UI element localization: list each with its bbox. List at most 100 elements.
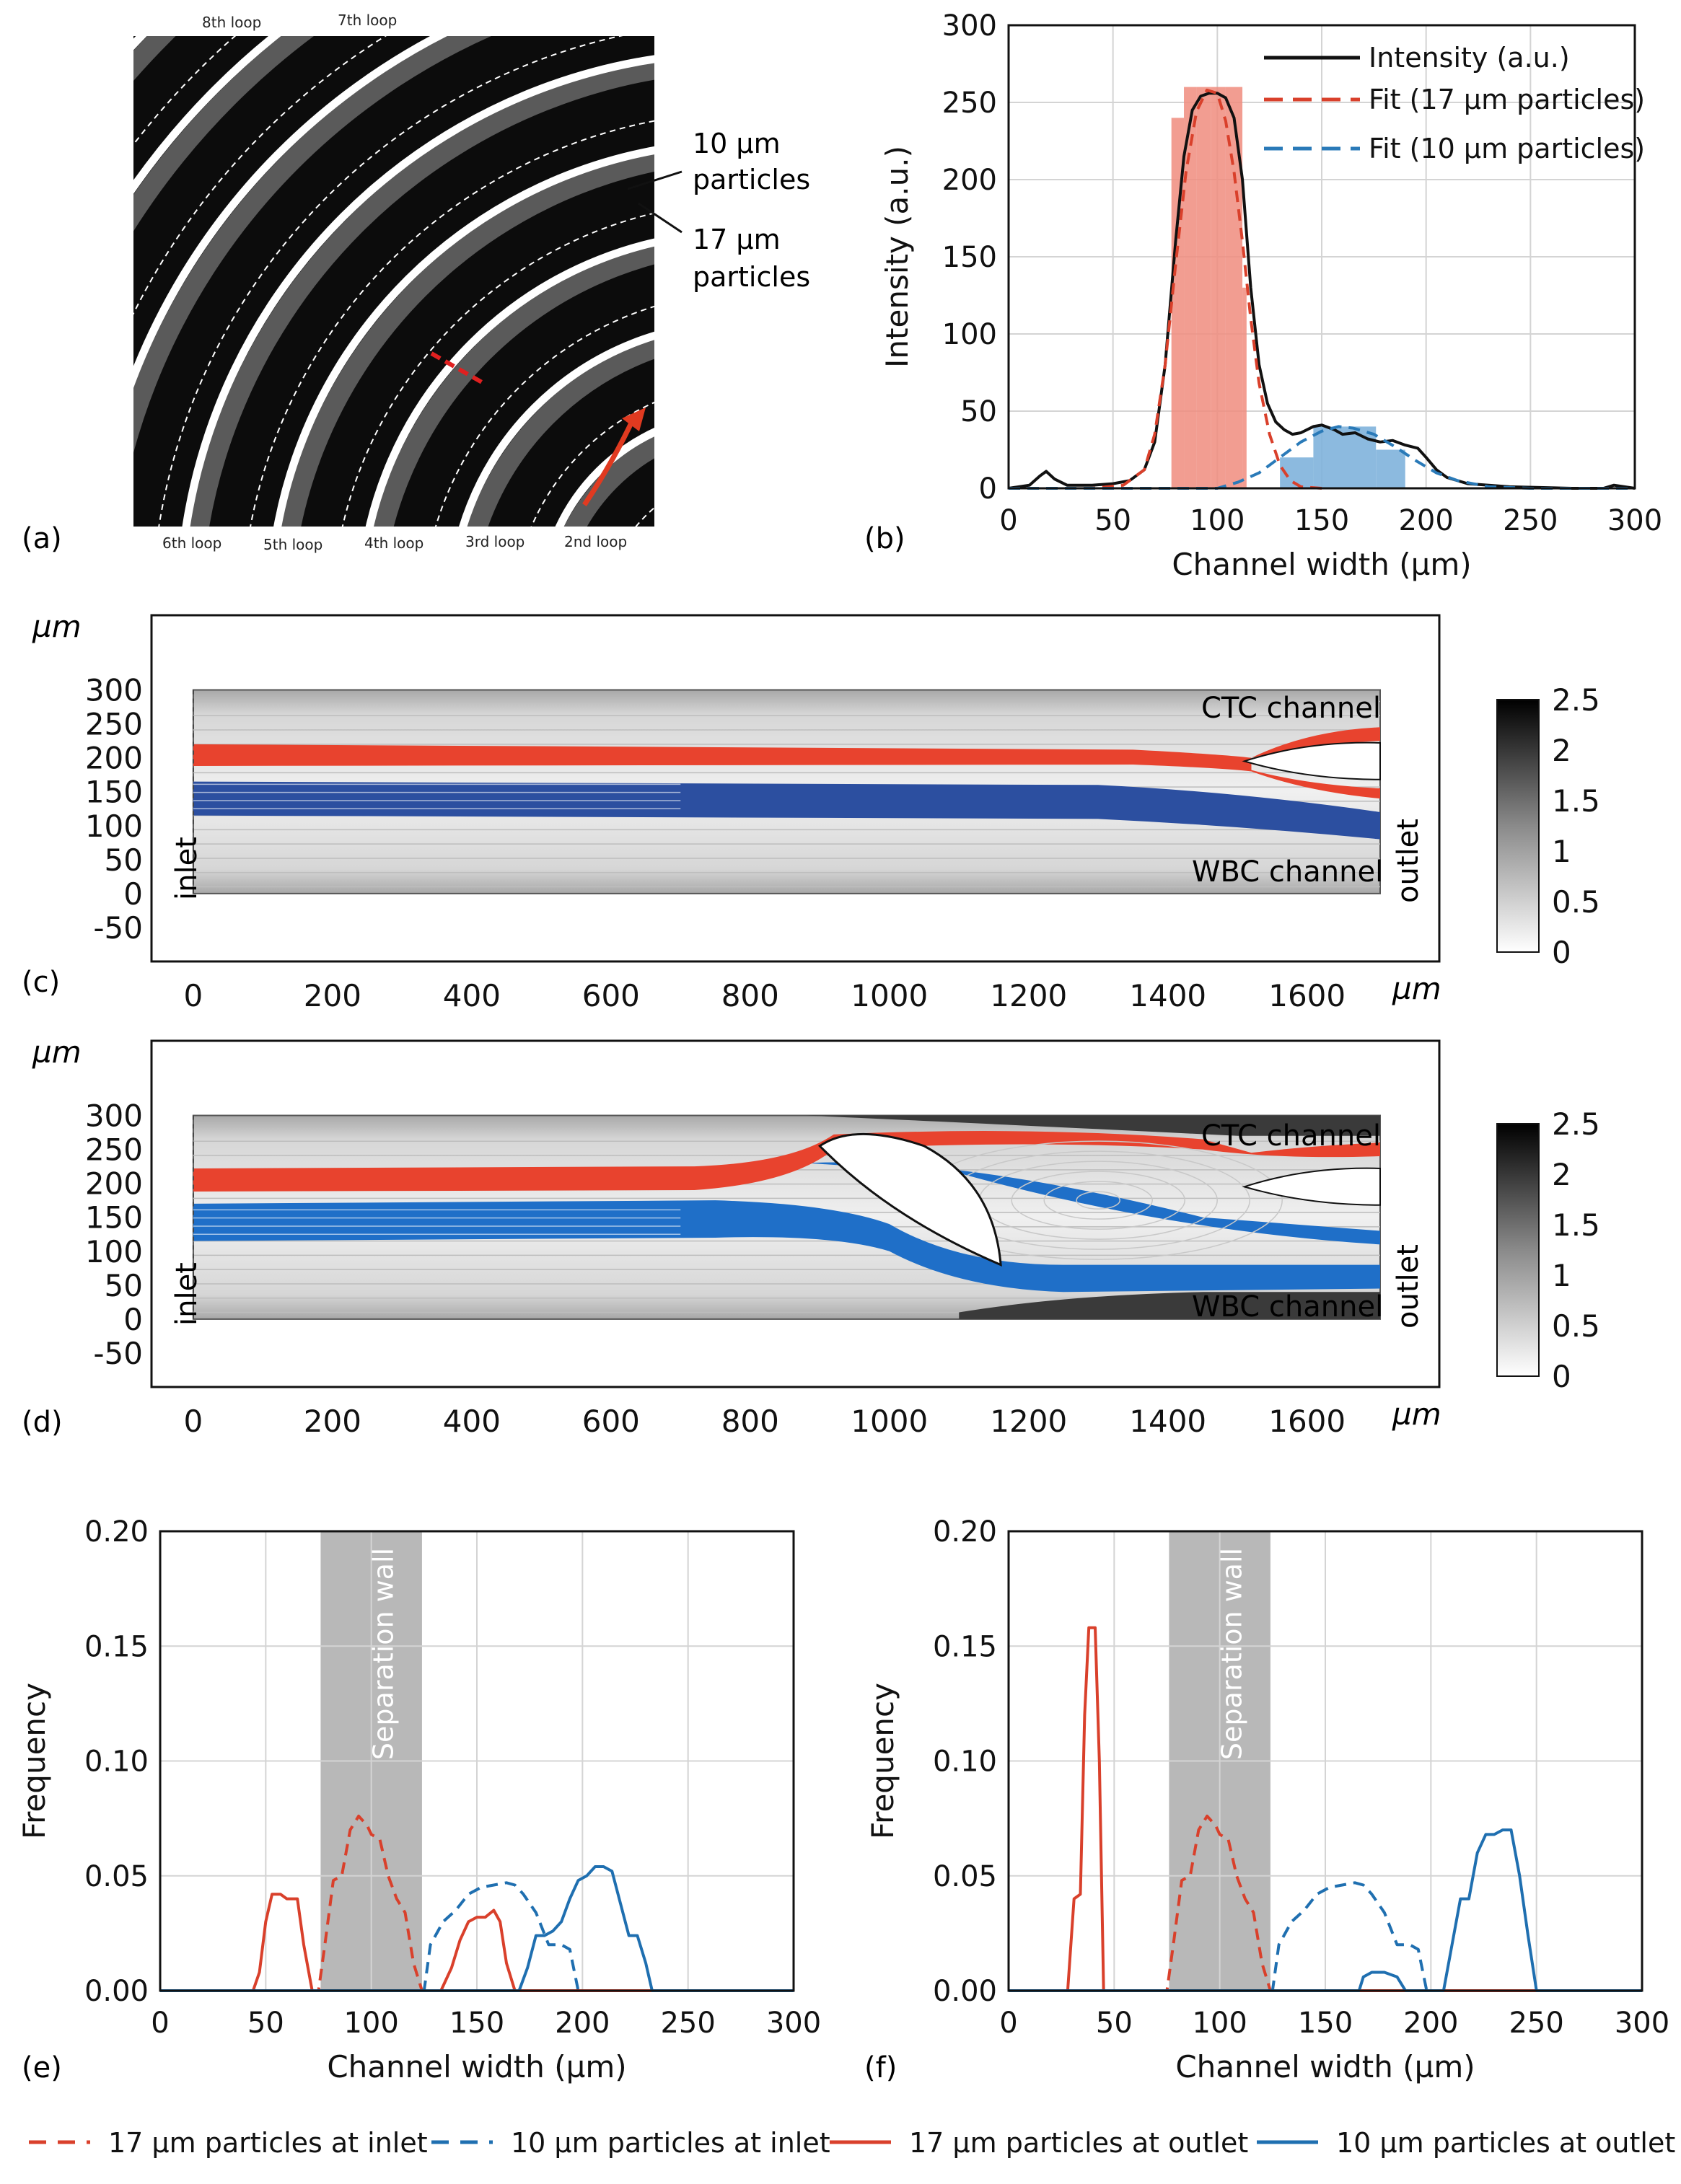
annotation-10um-line1: 10 µm [693,128,781,159]
panel-label-c: (c) [22,966,60,999]
x-tick-label-d: 0 [184,1404,203,1439]
plot-frame-e [159,1530,795,1992]
annotation-17um-line1: 17 µm [693,224,781,255]
legend-label-1: 10 µm particles at inlet [511,2127,830,2159]
colorbar-gradient [1496,1123,1540,1377]
y-tick-label-c: 250 [85,707,143,742]
annotation-10um-line2: particles [693,164,810,195]
y-tick-label-e: 0.15 [84,1630,149,1663]
panel-label-d: (d) [22,1406,63,1439]
splitter-wall-d [1242,1167,1381,1206]
channel-glow-5 [188,59,654,527]
chart-e: Separation wall 0 50 100 150 200 250 300 0.00 0.0… [17,1515,821,2084]
legend-label-b-1: Fit (17 µm particles) [1369,84,1645,115]
y-tick-label-e: 0.20 [84,1515,149,1549]
y-tick-label-e: 0.05 [84,1860,149,1893]
y-tick-label-c: 50 [105,842,143,878]
bar-17um [1211,87,1226,489]
colorbar-d: 2.5 2 1.5 1 0.5 0 [1496,1106,1600,1394]
recirculation-loop-d [1011,1171,1185,1230]
unit-top-d: µm [32,1034,82,1070]
x-tick-label-b: 150 [1294,504,1349,537]
y-tick-label-f: 0.00 [933,1975,997,2008]
panel-e: Separation wall 0 50 100 150 200 250 300 0.00 0.0… [17,1515,821,2084]
y-tick-label-f: 0.15 [933,1630,997,1663]
chart-f: Separation wall 0 50 100 150 200 250 300 0.00 0.0… [865,1515,1669,2084]
wbc-stream-upper-d [805,1162,1380,1245]
y-tick-label-d: 150 [85,1200,143,1236]
bar-17um [1184,87,1197,489]
y-tick-label-c: 200 [85,741,143,776]
simulation-c: 0 200 400 600 800 1000 1200 1400 160030025020015… [85,673,1381,1013]
plot-frame-f [1007,1530,1643,1992]
series-f-0 [1009,1814,1642,1992]
x-tick-label-d: 1000 [851,1404,928,1439]
x-tick-label-d: 200 [304,1404,361,1439]
fit-10um-line [1009,425,1635,490]
x-tick-label-c: 0 [184,978,203,1013]
inlet-label-d: inlet [170,1262,203,1326]
x-tick-label-e: 150 [449,2007,504,2040]
x-tick-label-d: 1600 [1268,1404,1346,1439]
y-tick-label-d: 0 [123,1302,143,1337]
channel-wall-dashed-4 [250,120,654,527]
x-tick-label-c: 1200 [990,978,1067,1013]
unit-right-d: µm [1392,1396,1441,1432]
measurement-line-marker [430,351,483,384]
high-velocity-top-d [805,1115,1380,1136]
series-f-2 [1009,1626,1642,1992]
colorbar-tick-label: 2.5 [1552,682,1600,718]
wbc-stream-band-c [193,781,1380,840]
wbc-stream-band-d [193,1200,1380,1293]
channel-glow-4 [280,151,654,527]
unit-right-c: µm [1392,971,1441,1006]
x-tick-label-f: 200 [1403,2007,1458,2040]
channel-wall-dashed-0 [635,506,654,527]
x-tick-label-c: 400 [443,978,501,1013]
bar-17um [1242,287,1247,488]
wbc-channel-label-d: WBC channel [1192,1290,1383,1324]
x-tick-label-b: 200 [1398,504,1453,537]
colorbar-tick-label: 2 [1552,1157,1571,1192]
loop-label-3rd: 3rd loop [465,533,525,550]
x-tick-label-e: 50 [247,2007,284,2040]
outlet-label-c: outlet [1392,819,1425,903]
colorbar-tick-label: 1 [1552,834,1571,869]
channel-glow-7 [133,36,315,232]
y-tick-label-b: 250 [942,87,997,120]
y-tick-label-b: 50 [960,395,997,428]
x-tick-label-c: 1400 [1129,978,1206,1013]
x-tick-label-f: 250 [1509,2007,1563,2040]
x-tick-label-d: 1400 [1129,1404,1206,1439]
y-tick-label-b: 0 [979,472,997,506]
series-e-1 [160,1881,794,1992]
channel-wall-dashed-5 [158,36,623,527]
x-tick-label-b: 250 [1503,504,1558,537]
y-tick-label-e: 0.10 [84,1745,149,1779]
recirculation-loop-d [1076,1191,1120,1210]
channel-wall-dashed-6 [133,36,387,315]
y-tick-label-c: -50 [93,910,143,946]
colorbar-tick-label: 0.5 [1552,1308,1600,1344]
bar-10um [1376,449,1405,488]
legend-label-3: 10 µm particles at outlet [1336,2127,1675,2159]
x-axis-label-b: Channel width (µm) [1172,547,1471,582]
x-tick-label-f: 300 [1615,2007,1669,2040]
y-tick-label-b: 150 [942,241,997,274]
channel-glow-1 [563,435,654,527]
colorbar-tick-label: 1.5 [1552,1207,1600,1243]
simulation-d: 0 200 400 600 800 1000 1200 1400 160030025020015… [85,1098,1381,1439]
panel-label-f: (f) [864,2051,897,2084]
recirculation-loop-d [1043,1181,1153,1220]
x-tick-label-f: 50 [1096,2007,1133,2040]
loop-label-8th: 8th loop [202,14,261,31]
loop-label-7th: 7th loop [338,12,397,29]
y-tick-label-d: 200 [85,1166,143,1202]
series-e-0 [160,1814,794,1992]
colorbar-c: 2.5 2 1.5 1 0.5 0 [1496,682,1600,970]
loop-label-6th: 6th loop [162,534,221,552]
channel-wall-dashed-2 [435,305,654,527]
colorbar-tick-label: 2 [1552,733,1571,768]
series-e-3 [160,1865,794,1992]
